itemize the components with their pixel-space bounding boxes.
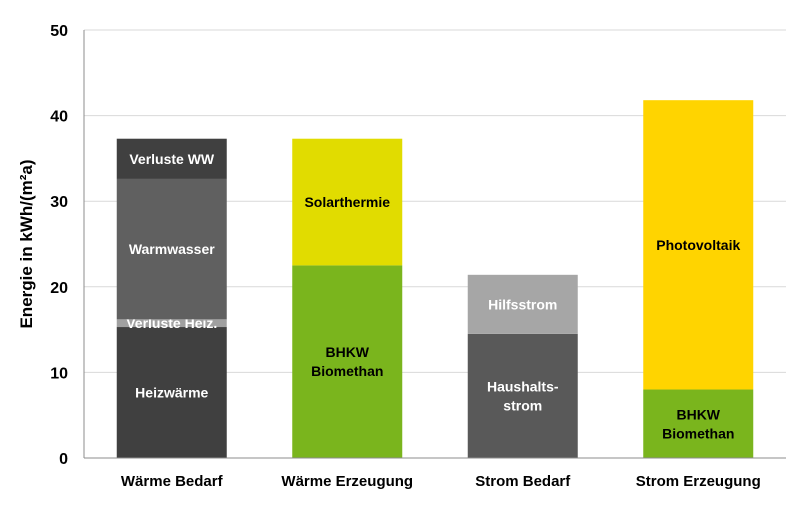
y-tick-label: 50 — [50, 23, 68, 40]
segment-label: Haushalts-strom — [487, 378, 559, 413]
y-tick-label: 20 — [50, 280, 68, 297]
y-tick-label: 30 — [50, 194, 68, 211]
segment-label: Warmwasser — [129, 241, 215, 257]
axes — [83, 30, 786, 459]
x-tick-label: Wärme Erzeugung — [281, 473, 413, 490]
y-tick-label: 40 — [50, 109, 68, 126]
bar-segment — [467, 274, 578, 334]
segment-label: Heizwärme — [135, 385, 208, 401]
segment-label: BHKW Biomethan — [311, 344, 383, 379]
x-tick-label: Wärme Bedarf — [121, 473, 224, 490]
bar-segment — [116, 138, 227, 179]
segment-label: BHKW Biomethan — [662, 406, 734, 441]
segment-label: Solarthermie — [304, 194, 390, 210]
y-tick-labels: 0 10 20 30 40 50 — [50, 23, 68, 468]
bar-segment — [116, 327, 227, 458]
y-tick-label: 0 — [59, 451, 68, 468]
bar-segment — [643, 389, 754, 458]
y-axis-label: Energie in kWh/(m²a) — [17, 159, 36, 328]
segment-label: Photovoltaik — [656, 237, 740, 253]
bar-segment — [292, 138, 403, 266]
bar-segment — [292, 265, 403, 458]
segment-label: Hilfsstrom — [488, 296, 557, 312]
x-tick-label: Strom Erzeugung — [636, 473, 761, 490]
bar-segment — [116, 178, 227, 320]
bar-segment — [467, 333, 578, 458]
x-tick-labels: Wärme Bedarf Wärme Erzeugung Strom Bedarf S… — [121, 473, 761, 490]
x-tick-label: Strom Bedarf — [475, 473, 571, 490]
bar-segment — [116, 319, 227, 328]
y-tick-label: 10 — [50, 365, 68, 382]
segment-label: Verluste WW — [129, 151, 215, 167]
bar-segment — [643, 100, 754, 390]
